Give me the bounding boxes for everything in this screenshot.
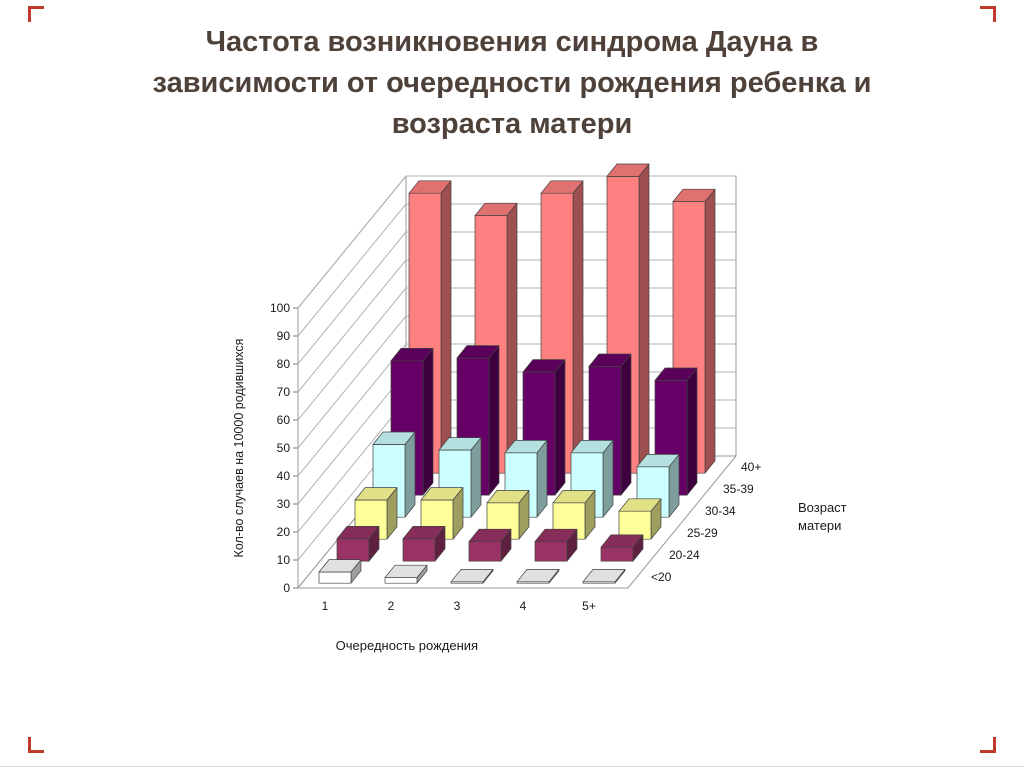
bar-30-34-order-1-side — [404, 431, 416, 518]
crop-mark-bottom-left-icon — [28, 737, 44, 753]
y-tick-label: 100 — [270, 301, 290, 315]
gridline-leftwall — [297, 315, 407, 449]
bar-20-24-order-5+-front — [600, 546, 634, 562]
bar-20-24-order-5+-top — [600, 534, 644, 548]
bar-35-39-order-4-side — [620, 353, 632, 496]
bar-35-39-order-5+-side — [686, 367, 698, 496]
bar-30-34-order-2-top — [438, 437, 482, 451]
bar-40+-order-2-side — [506, 202, 518, 474]
bar-40+-order-2-top — [474, 202, 518, 216]
bar-35-39-order-2-top — [456, 345, 500, 359]
y-tick-label: 0 — [283, 581, 290, 595]
bar-25-29-order-1-top — [354, 487, 398, 501]
y-tick-label: 80 — [277, 357, 291, 371]
bar-<20-order-5+-top — [582, 569, 626, 583]
y-tick-label: 70 — [277, 385, 291, 399]
gridline-leftwall — [297, 203, 407, 337]
gridline-leftwall — [297, 371, 407, 505]
y-tick-label: 30 — [277, 497, 291, 511]
bar-40+-order-3-top — [540, 180, 584, 194]
bar-30-34-order-2-side — [470, 437, 482, 518]
z-tick-label: 40+ — [741, 460, 761, 474]
z-tick-label: <20 — [651, 570, 672, 584]
bar-35-39-order-2-side — [488, 345, 500, 496]
bar-40+-order-1-side — [440, 180, 452, 474]
bar-25-29-order-5+-top — [618, 498, 662, 512]
bar-<20-order-3-top — [450, 569, 494, 583]
slide-title: Частота возникновения синдрома Дауна в з… — [60, 22, 964, 146]
z-axis-title-line-1: Возраст — [798, 500, 847, 515]
x-tick-label: 4 — [520, 599, 527, 613]
bar-<20-order-1-top — [318, 559, 362, 573]
crop-mark-top-right-icon — [980, 6, 996, 22]
gridline-leftwall — [297, 399, 407, 533]
bar-25-29-order-4-top — [552, 490, 596, 504]
bar-35-39-order-1-top — [390, 348, 434, 362]
bar-30-34-order-4-side — [602, 440, 614, 518]
bar-20-24-order-1-top — [336, 526, 380, 540]
bar-40+-order-4-top — [606, 163, 650, 177]
crop-mark-top-left-icon — [28, 6, 44, 22]
bar-40+-order-5+-top — [672, 188, 716, 202]
bar-30-34-order-5+-top — [636, 454, 680, 468]
bar-25-29-order-2-top — [420, 487, 464, 501]
bar-40+-order-5+-side — [704, 188, 716, 474]
bar-25-29-order-3-top — [486, 490, 530, 504]
z-tick-label: 30-34 — [705, 504, 736, 518]
x-tick-label: 2 — [388, 599, 395, 613]
y-tick-label: 40 — [277, 469, 291, 483]
bar-35-39-order-4-top — [588, 353, 632, 367]
bar-30-34-order-1-top — [372, 431, 416, 445]
bar-<20-order-4-top — [516, 569, 560, 583]
bar-35-39-order-3-side — [554, 359, 566, 496]
bar-20-24-order-3-front — [468, 541, 502, 562]
bar-20-24-order-3-top — [468, 528, 512, 542]
y-tick-label: 50 — [277, 441, 291, 455]
gridline-leftwall — [297, 259, 407, 393]
bar-20-24-order-1-front — [336, 538, 370, 562]
y-tick-label: 20 — [277, 525, 291, 539]
z-axis-title-line-2: матери — [798, 518, 841, 533]
bar-<20-order-2-top — [384, 564, 428, 578]
x-tick-label: 3 — [454, 599, 461, 613]
bar-30-34-order-3-top — [504, 440, 548, 454]
crop-mark-bottom-right-icon — [980, 737, 996, 753]
slide-title-line-3: возраста матери — [391, 108, 633, 141]
gridline-leftwall — [297, 287, 407, 421]
bar-40+-order-1-top — [408, 180, 452, 194]
z-tick-label: 25-29 — [687, 526, 718, 540]
bar-20-24-order-4-front — [534, 541, 568, 562]
x-tick-label: 5+ — [582, 599, 596, 613]
z-tick-label: 20-24 — [669, 548, 700, 562]
slide-title-line-2: зависимости от очередности рождения ребе… — [152, 67, 872, 100]
bar-35-39-order-1-side — [422, 348, 434, 496]
bar-<20-order-2-front — [384, 577, 418, 584]
slide-title-line-1: Частота возникновения синдрома Дауна в — [205, 26, 819, 58]
bar-<20-order-1-front — [318, 571, 352, 584]
gridline-leftwall — [297, 343, 407, 477]
bar-30-34-order-4-top — [570, 440, 614, 454]
bar-40+-order-4-side — [638, 163, 650, 474]
gridline-leftwall — [297, 231, 407, 365]
bar-20-24-order-2-top — [402, 526, 446, 540]
bar-20-24-order-2-front — [402, 538, 436, 562]
x-axis-title: Очередность рождения — [336, 638, 478, 653]
bar-35-39-order-3-top — [522, 359, 566, 373]
y-axis-title: Кол-во случаев на 10000 родившихся — [232, 339, 246, 558]
y-tick-label: 10 — [277, 553, 291, 567]
bar-35-39-order-5+-top — [654, 367, 698, 381]
x-tick-label: 1 — [322, 599, 329, 613]
gridline-leftwall — [297, 175, 407, 309]
z-tick-label: 35-39 — [723, 482, 754, 496]
y-tick-label: 60 — [277, 413, 291, 427]
bar-30-34-order-3-side — [536, 440, 548, 518]
bar-20-24-order-4-top — [534, 528, 578, 542]
bar-40+-order-3-side — [572, 180, 584, 474]
y-tick-label: 90 — [277, 329, 291, 343]
